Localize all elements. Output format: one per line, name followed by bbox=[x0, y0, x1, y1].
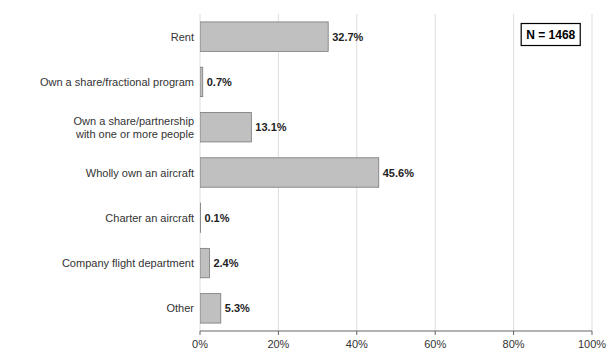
bar bbox=[200, 67, 203, 96]
annotation-box: N = 1468 bbox=[521, 24, 580, 46]
annotation: N = 1468 bbox=[526, 28, 575, 42]
x-tick-label: 100% bbox=[578, 338, 606, 350]
data-label: 45.6% bbox=[383, 167, 414, 179]
bar bbox=[200, 203, 201, 232]
data-label: 13.1% bbox=[255, 121, 286, 133]
bar bbox=[200, 158, 379, 187]
data-label: 32.7% bbox=[332, 31, 363, 43]
bar bbox=[200, 112, 251, 141]
annotation-frame bbox=[521, 24, 580, 46]
y-tick-label: Other bbox=[166, 302, 194, 314]
y-tick-label: Own a share/partnershipwith one or more … bbox=[74, 115, 194, 140]
y-tick-label: Company flight department bbox=[62, 257, 194, 269]
y-tick-label: Own a share/fractional program bbox=[40, 76, 194, 88]
data-label: 0.7% bbox=[207, 76, 232, 88]
grid-line bbox=[592, 14, 593, 331]
chart: 0% 20% 40% 60% 80% 100% Other Company flight de… bbox=[0, 0, 614, 363]
tick-mark bbox=[278, 331, 279, 335]
data-label: 0.1% bbox=[204, 212, 229, 224]
bar bbox=[200, 294, 221, 323]
y-tick-label: Wholly own an aircraft bbox=[86, 167, 194, 179]
tick-mark bbox=[435, 331, 436, 335]
bar bbox=[200, 248, 209, 277]
bars bbox=[200, 22, 379, 323]
x-tick-label: 40% bbox=[346, 338, 368, 350]
y-tick-label: Rent bbox=[171, 31, 194, 43]
grid bbox=[200, 14, 592, 331]
tick-mark bbox=[200, 331, 201, 335]
data-label: 5.3% bbox=[225, 302, 250, 314]
x-tick-label: 0% bbox=[192, 338, 208, 350]
grid-line bbox=[513, 14, 514, 331]
x-tick-label: 20% bbox=[267, 338, 289, 350]
x-axis bbox=[200, 331, 592, 332]
bar bbox=[200, 22, 328, 51]
grid-line bbox=[435, 14, 436, 331]
data-label: 2.4% bbox=[213, 257, 238, 269]
y-tick-label: Charter an aircraft bbox=[105, 212, 194, 224]
tick-mark bbox=[513, 331, 514, 335]
x-tick-label: 60% bbox=[424, 338, 446, 350]
tick-mark bbox=[592, 331, 593, 335]
x-tick-label: 80% bbox=[503, 338, 525, 350]
tick-mark bbox=[356, 331, 357, 335]
